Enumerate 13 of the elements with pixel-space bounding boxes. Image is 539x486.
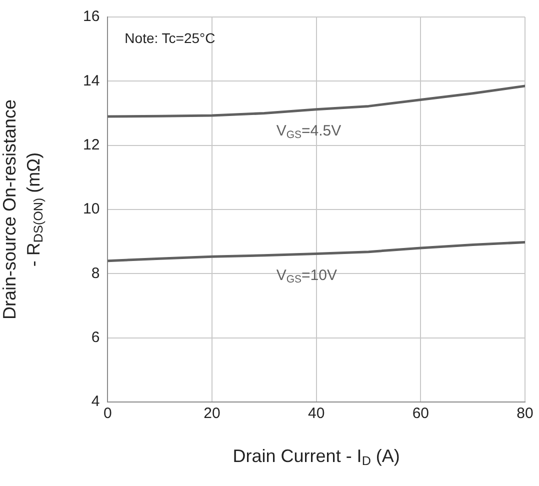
x-tick-label: 60: [412, 405, 430, 422]
y-tick-label: 6: [91, 328, 100, 346]
x-tick-label: 80: [516, 405, 534, 422]
x-tick-label: 20: [204, 405, 220, 422]
y-tick-label: 4: [91, 393, 100, 410]
x-tick-label: 40: [308, 405, 325, 422]
y-tick-label: 8: [91, 264, 100, 282]
y-tick-label: 16: [82, 8, 100, 26]
y-tick-label: 10: [82, 200, 100, 218]
y-tick-label: 12: [82, 136, 100, 154]
x-tick-label: 0: [104, 405, 112, 422]
annotation: Note: Tc=25°C: [124, 30, 216, 46]
y-tick-label: 14: [82, 72, 100, 90]
